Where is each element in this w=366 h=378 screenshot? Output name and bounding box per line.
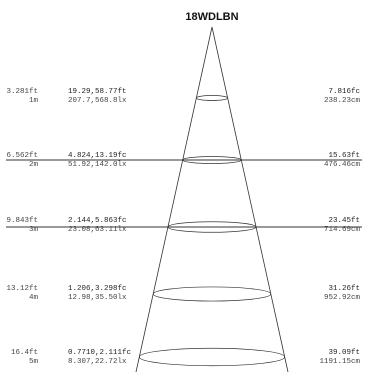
row-height-ft: 6.562ft xyxy=(6,152,38,160)
beam-cross-section xyxy=(182,156,242,164)
row-height-ft: 13.12ft xyxy=(6,285,38,293)
row-diameter-cm: 714.69cm xyxy=(324,226,361,234)
row-diameter-ft: 31.26ft xyxy=(328,285,360,293)
row-diameter-cm: 238.23cm xyxy=(324,97,361,105)
row-beam-fc: 19.29,58.77ft xyxy=(68,88,127,96)
row-diameter-cm: 1191.15cm xyxy=(319,358,360,366)
row-height-m: 5m xyxy=(29,358,39,366)
row-diameter-ft: 39.09ft xyxy=(328,349,360,357)
row-height-ft: 3.281ft xyxy=(6,88,38,96)
row-height-m: 3m xyxy=(29,226,39,234)
diagram-title: 18WDLBN xyxy=(185,11,238,23)
row-height-ft: 16.4ft xyxy=(11,349,38,357)
row-beam-fc: 1.206,3.298fc xyxy=(68,285,127,293)
row-diameter-ft: 7.816fc xyxy=(328,88,360,96)
row-beam-lx: 23.08,63.11lx xyxy=(68,226,127,234)
row-diameter-ft: 23.45ft xyxy=(328,217,360,225)
beam-cross-section xyxy=(138,347,286,367)
row-diameter-ft: 15.63ft xyxy=(328,152,360,160)
row-beam-fc: 0.7710,2.111fc xyxy=(68,349,131,357)
beam-cross-section xyxy=(196,95,228,101)
cone-right-edge xyxy=(211,26,289,373)
row-diameter-cm: 476.46cm xyxy=(324,161,361,169)
row-beam-lx: 8.307,22.72lx xyxy=(68,358,127,366)
row-beam-lx: 207.7,568.8lx xyxy=(68,97,127,105)
row-height-m: 4m xyxy=(29,294,39,302)
row-beam-fc: 2.144,5.863fc xyxy=(68,217,127,225)
cone-left-edge xyxy=(135,26,213,373)
row-height-ft: 9.843ft xyxy=(6,217,38,225)
row-beam-fc: 4.824,13.19fc xyxy=(68,152,127,160)
row-beam-lx: 51.92,142.0lx xyxy=(68,161,127,169)
beam-cross-section xyxy=(167,221,257,233)
row-diameter-cm: 952.92cm xyxy=(324,294,361,302)
beam-cross-section xyxy=(152,286,272,302)
row-height-m: 2m xyxy=(29,161,39,169)
row-height-m: 1m xyxy=(29,97,39,105)
row-beam-lx: 12.98,35.50lx xyxy=(68,294,127,302)
